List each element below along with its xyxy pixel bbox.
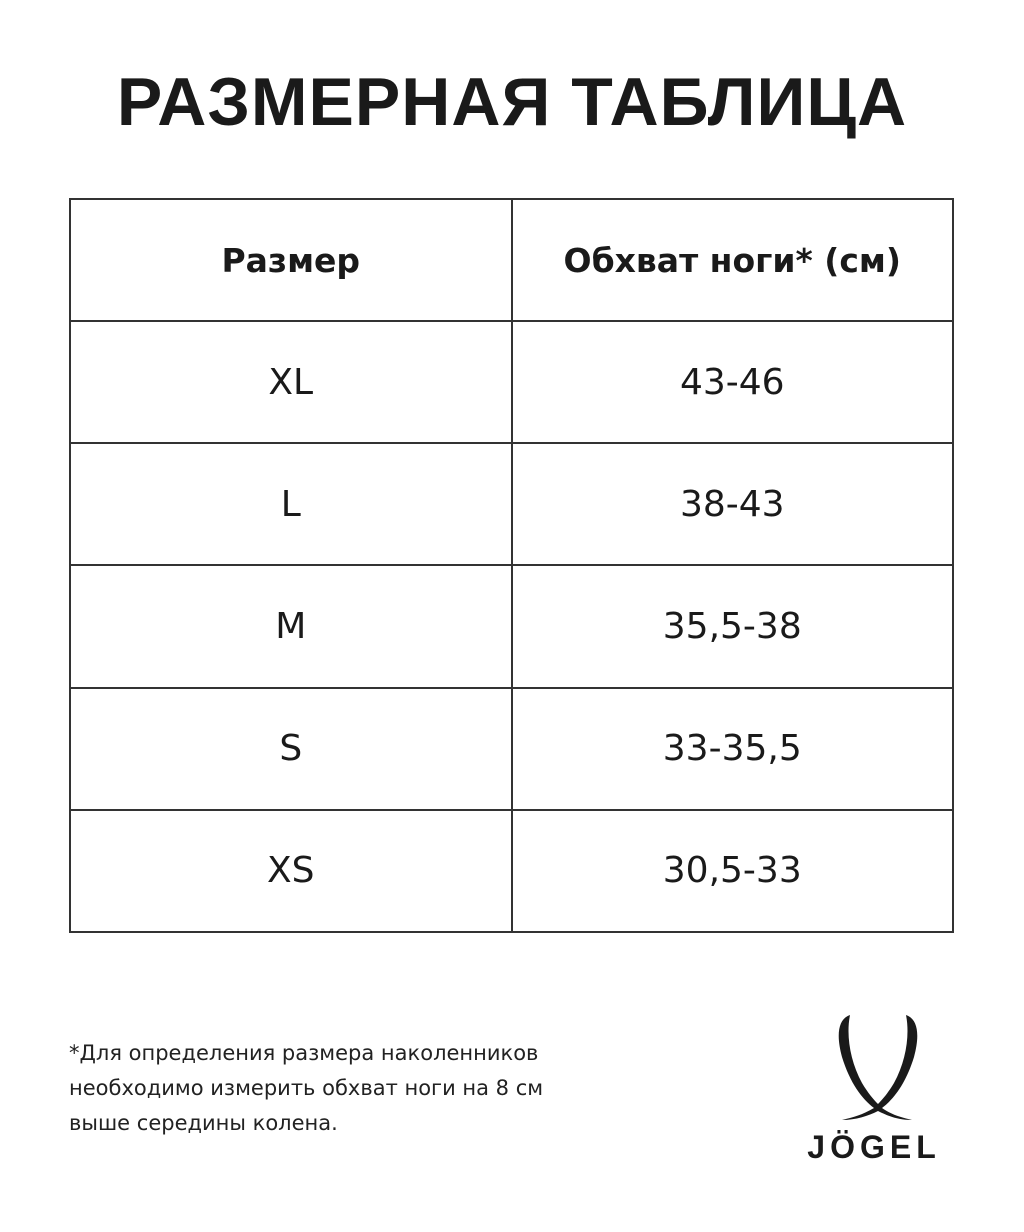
footnote-line: выше середины колена. [69, 1111, 338, 1135]
header-size: Размер [69, 197, 513, 323]
girth-cell: 30,5-33 [510, 808, 954, 934]
table-row: XS 30,5-33 [69, 808, 954, 934]
girth-cell: 38-43 [510, 442, 954, 567]
table-row: L 38-43 [69, 442, 954, 567]
table-header-row: Размер Обхват ноги* (см) [69, 197, 954, 323]
footnote-line: *Для определения размера наколенников [69, 1041, 539, 1065]
size-cell: XS [69, 808, 513, 934]
table-row: S 33-35,5 [69, 686, 954, 811]
header-leg-girth: Обхват ноги* (см) [510, 197, 954, 323]
size-cell: L [69, 442, 513, 567]
size-cell: M [69, 564, 513, 689]
page-title: РАЗМЕРНАЯ ТАБЛИЦА [116, 64, 908, 140]
size-cell: S [69, 686, 513, 811]
girth-cell: 43-46 [510, 320, 954, 445]
girth-cell: 33-35,5 [510, 686, 954, 811]
svg-text:JÖGEL: JÖGEL [807, 1129, 940, 1165]
size-cell: XL [69, 320, 513, 445]
size-table: Размер Обхват ноги* (см) XL 43-46 L 38-43 … [69, 197, 954, 934]
table-row: XL 43-46 [69, 320, 954, 445]
footnote-line: необходимо измерить обхват ноги на 8 см [69, 1076, 544, 1100]
jogel-logo: JÖGEL [792, 1005, 957, 1169]
jogel-logo-icon: JÖGEL [807, 1015, 940, 1165]
footnote: *Для определения размера наколенников не… [69, 1036, 543, 1141]
table-row: M 35,5-38 [69, 564, 954, 689]
girth-cell: 35,5-38 [510, 564, 954, 689]
